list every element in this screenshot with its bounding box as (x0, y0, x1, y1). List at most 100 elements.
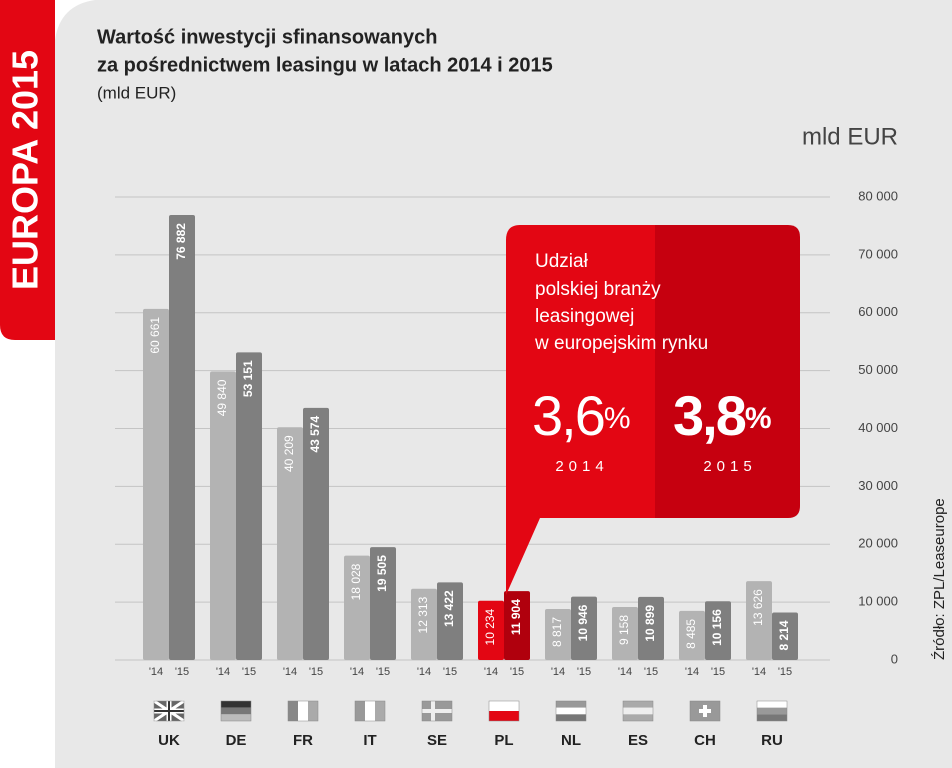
flag (488, 700, 520, 722)
flag-border (756, 700, 788, 722)
flag-stripe (489, 701, 519, 711)
share-2014: 3,6% (532, 384, 630, 447)
value-label: 53 151 (241, 360, 255, 397)
x-tick-label: DE (226, 732, 247, 749)
year-label: '14 (350, 666, 364, 678)
value-label: 8 485 (684, 619, 698, 649)
y-tick-label: 0 (891, 651, 898, 666)
panel-corner (55, 0, 95, 40)
share-2015: 3,8% (673, 384, 771, 447)
flag-stripe (355, 701, 365, 721)
bar (143, 308, 169, 660)
flag (287, 700, 319, 722)
share-number: 3,6 (532, 384, 604, 447)
bar (746, 581, 772, 660)
year-label: '15 (309, 666, 323, 678)
flag-stripe (308, 701, 318, 721)
year-label: '15 (778, 666, 792, 678)
x-tick-label: PL (494, 732, 513, 749)
value-label: 13 626 (751, 589, 765, 626)
callout-line: polskiej branży (535, 279, 661, 300)
value-label: 13 422 (442, 590, 456, 627)
share-number: 3,8 (673, 384, 746, 447)
title-line: za pośrednictwem leasingu w latach 2014 … (97, 54, 553, 76)
value-label: 76 882 (174, 223, 188, 260)
flag-stripe (623, 707, 653, 715)
year-label: '15 (376, 666, 390, 678)
year-label: '15 (711, 666, 725, 678)
callout-right (655, 225, 800, 518)
year-label: '14 (618, 666, 632, 678)
flag (153, 699, 185, 723)
year-label: '14 (149, 666, 163, 678)
x-tick-label: IT (363, 732, 376, 749)
flag-stripe (556, 714, 586, 721)
year-label: '15 (510, 666, 524, 678)
bar (571, 596, 597, 660)
flag-stripe (298, 701, 308, 721)
callout-left (506, 225, 655, 595)
value-label: 49 840 (215, 379, 229, 416)
flag-stripe (489, 711, 519, 721)
flag (555, 700, 587, 722)
year-label: '14 (283, 666, 297, 678)
flag-stripe (623, 701, 653, 708)
x-tick-label: ES (628, 732, 648, 749)
flag-stripe (757, 701, 787, 708)
y-tick-label: 20 000 (858, 536, 898, 551)
y-tick-label: 60 000 (858, 304, 898, 319)
share-year: 2015 (703, 458, 756, 475)
bar (612, 606, 638, 660)
flag (354, 700, 386, 722)
flag (689, 700, 721, 722)
bar (638, 596, 664, 660)
bar (679, 610, 705, 660)
value-label: 10 946 (576, 604, 590, 641)
flag-stripe (556, 707, 586, 715)
value-label: 10 156 (710, 609, 724, 646)
y-unit: mld EUR (802, 123, 898, 150)
flag-stripe (757, 714, 787, 721)
x-tick-label: SE (427, 732, 447, 749)
flag-stripe (757, 707, 787, 715)
year-label: '15 (644, 666, 658, 678)
side-label: EUROPA 2015 (5, 50, 46, 290)
y-tick-label: 10 000 (858, 594, 898, 609)
flag-border (689, 700, 721, 722)
flag (220, 700, 252, 722)
flag-border (220, 700, 252, 722)
flag-stripe (375, 701, 385, 721)
flag-stripe (365, 701, 375, 721)
value-label: 8 214 (777, 620, 791, 650)
value-label: 18 028 (349, 563, 363, 600)
bar (437, 582, 463, 660)
flag-stripe (221, 701, 251, 708)
year-label: '14 (417, 666, 431, 678)
y-tick-label: 30 000 (858, 478, 898, 493)
side-band (0, 0, 55, 340)
flag-border (421, 700, 453, 722)
y-tick-label: 70 000 (858, 246, 898, 261)
flag-stripe (221, 707, 251, 715)
year-label: '15 (175, 666, 189, 678)
value-label: 43 574 (308, 415, 322, 452)
year-label: '15 (443, 666, 457, 678)
bar (277, 427, 303, 660)
value-label: 11 904 (509, 599, 523, 635)
bar (344, 555, 370, 660)
bar (370, 547, 396, 660)
x-tick-label: CH (694, 732, 716, 749)
bar (169, 215, 195, 661)
x-tick-label: RU (761, 732, 783, 749)
value-label: 60 661 (148, 317, 162, 354)
share-unit: % (604, 402, 630, 435)
year-label: '14 (216, 666, 230, 678)
bar (705, 601, 731, 660)
bar (545, 608, 571, 660)
bar (303, 407, 329, 660)
flag-stripe (288, 701, 298, 721)
bar (504, 591, 530, 660)
bar (411, 588, 437, 660)
flag (421, 700, 453, 722)
year-label: '14 (685, 666, 699, 678)
